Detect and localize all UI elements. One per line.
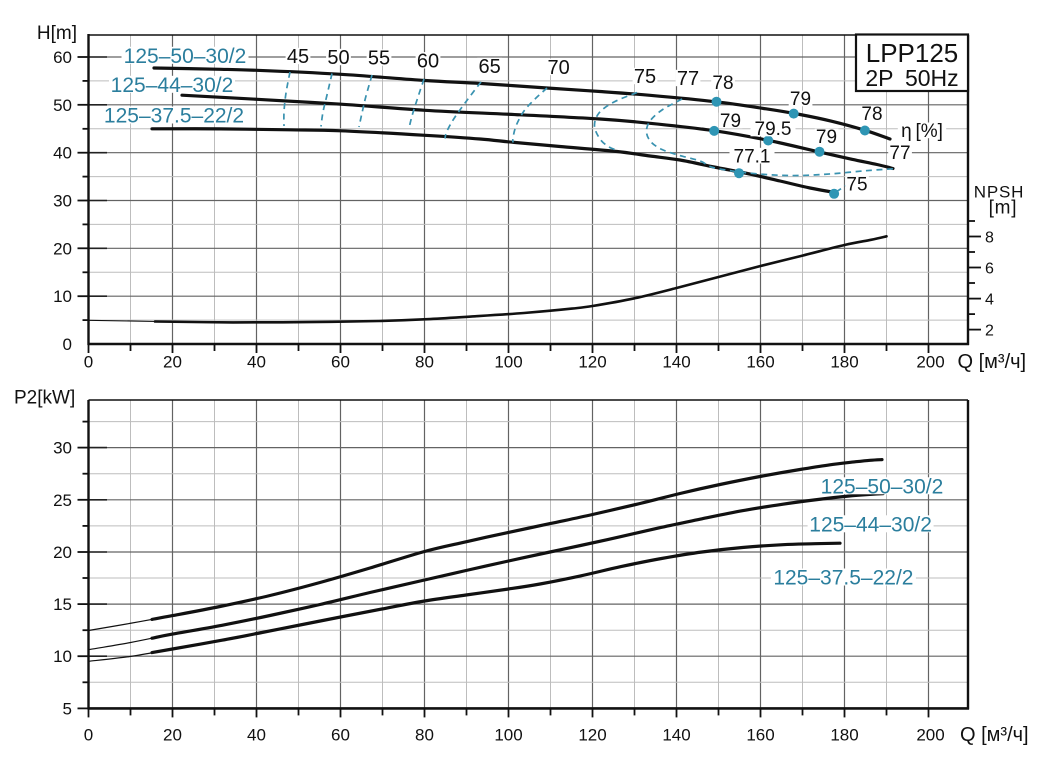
svg-text:20: 20 — [53, 239, 72, 258]
svg-text:120: 120 — [578, 353, 606, 372]
svg-text:77: 77 — [889, 143, 910, 164]
svg-text:6: 6 — [985, 261, 994, 278]
svg-text:8: 8 — [985, 230, 994, 247]
svg-text:79: 79 — [816, 127, 837, 148]
svg-text:0: 0 — [84, 353, 93, 372]
svg-text:20: 20 — [163, 726, 182, 745]
svg-text:160: 160 — [746, 353, 774, 372]
svg-text:10: 10 — [53, 647, 72, 666]
svg-text:78: 78 — [861, 104, 882, 125]
svg-text:180: 180 — [830, 726, 858, 745]
svg-text:η [%]: η [%] — [901, 121, 943, 142]
svg-text:20: 20 — [163, 353, 182, 372]
svg-text:4: 4 — [985, 292, 994, 309]
svg-text:100: 100 — [494, 726, 522, 745]
svg-text:125–44–30/2: 125–44–30/2 — [111, 74, 234, 97]
svg-text:60: 60 — [53, 48, 72, 67]
svg-text:H[m]: H[m] — [37, 23, 77, 44]
svg-text:79.5: 79.5 — [755, 119, 792, 140]
svg-text:77: 77 — [677, 68, 699, 90]
svg-text:70: 70 — [547, 57, 569, 79]
svg-text:55: 55 — [368, 48, 390, 70]
svg-text:P2[kW]: P2[kW] — [14, 388, 75, 409]
svg-text:10: 10 — [53, 287, 72, 306]
svg-text:140: 140 — [662, 353, 690, 372]
svg-text:0: 0 — [63, 335, 72, 354]
svg-text:5: 5 — [63, 699, 72, 718]
svg-text:20: 20 — [53, 543, 72, 562]
svg-text:2: 2 — [985, 323, 994, 340]
svg-text:75: 75 — [634, 66, 656, 88]
svg-text:125–37.5–22/2: 125–37.5–22/2 — [773, 567, 913, 590]
svg-text:60: 60 — [417, 50, 439, 72]
svg-text:100: 100 — [494, 353, 522, 372]
svg-text:65: 65 — [478, 56, 500, 78]
svg-text:80: 80 — [415, 353, 434, 372]
svg-text:Q [м³/ч]: Q [м³/ч] — [958, 351, 1027, 373]
svg-text:60: 60 — [331, 353, 350, 372]
svg-text:50: 50 — [327, 47, 349, 69]
svg-text:120: 120 — [578, 726, 606, 745]
svg-text:Q [м³/ч]: Q [м³/ч] — [960, 724, 1029, 746]
svg-text:160: 160 — [746, 726, 774, 745]
svg-text:200: 200 — [916, 353, 944, 372]
svg-text:45: 45 — [287, 46, 309, 68]
svg-text:40: 40 — [247, 726, 266, 745]
svg-text:2P 50Hz: 2P 50Hz — [865, 65, 958, 91]
svg-text:NPSH: NPSH — [974, 183, 1024, 202]
svg-text:40: 40 — [247, 353, 266, 372]
svg-text:40: 40 — [53, 144, 72, 163]
svg-text:30: 30 — [53, 439, 72, 458]
svg-text:15: 15 — [53, 595, 72, 614]
svg-text:30: 30 — [53, 192, 72, 211]
svg-text:125–50–30/2: 125–50–30/2 — [124, 45, 247, 68]
svg-text:125–37.5–22/2: 125–37.5–22/2 — [104, 105, 244, 128]
svg-text:60: 60 — [331, 726, 350, 745]
svg-text:25: 25 — [53, 491, 72, 510]
svg-text:78: 78 — [712, 73, 733, 94]
svg-text:180: 180 — [830, 353, 858, 372]
svg-text:140: 140 — [662, 726, 690, 745]
svg-text:LPP125: LPP125 — [866, 38, 959, 68]
svg-text:75: 75 — [846, 175, 867, 196]
svg-text:80: 80 — [415, 726, 434, 745]
svg-text:125–50–30/2: 125–50–30/2 — [821, 475, 944, 498]
svg-text:200: 200 — [916, 726, 944, 745]
svg-text:79: 79 — [790, 89, 811, 110]
svg-text:79: 79 — [720, 111, 741, 132]
svg-text:77.1: 77.1 — [734, 146, 771, 167]
svg-text:50: 50 — [53, 96, 72, 115]
svg-text:125–44–30/2: 125–44–30/2 — [809, 513, 932, 536]
svg-text:0: 0 — [84, 726, 93, 745]
svg-text:[m]: [m] — [989, 198, 1018, 219]
